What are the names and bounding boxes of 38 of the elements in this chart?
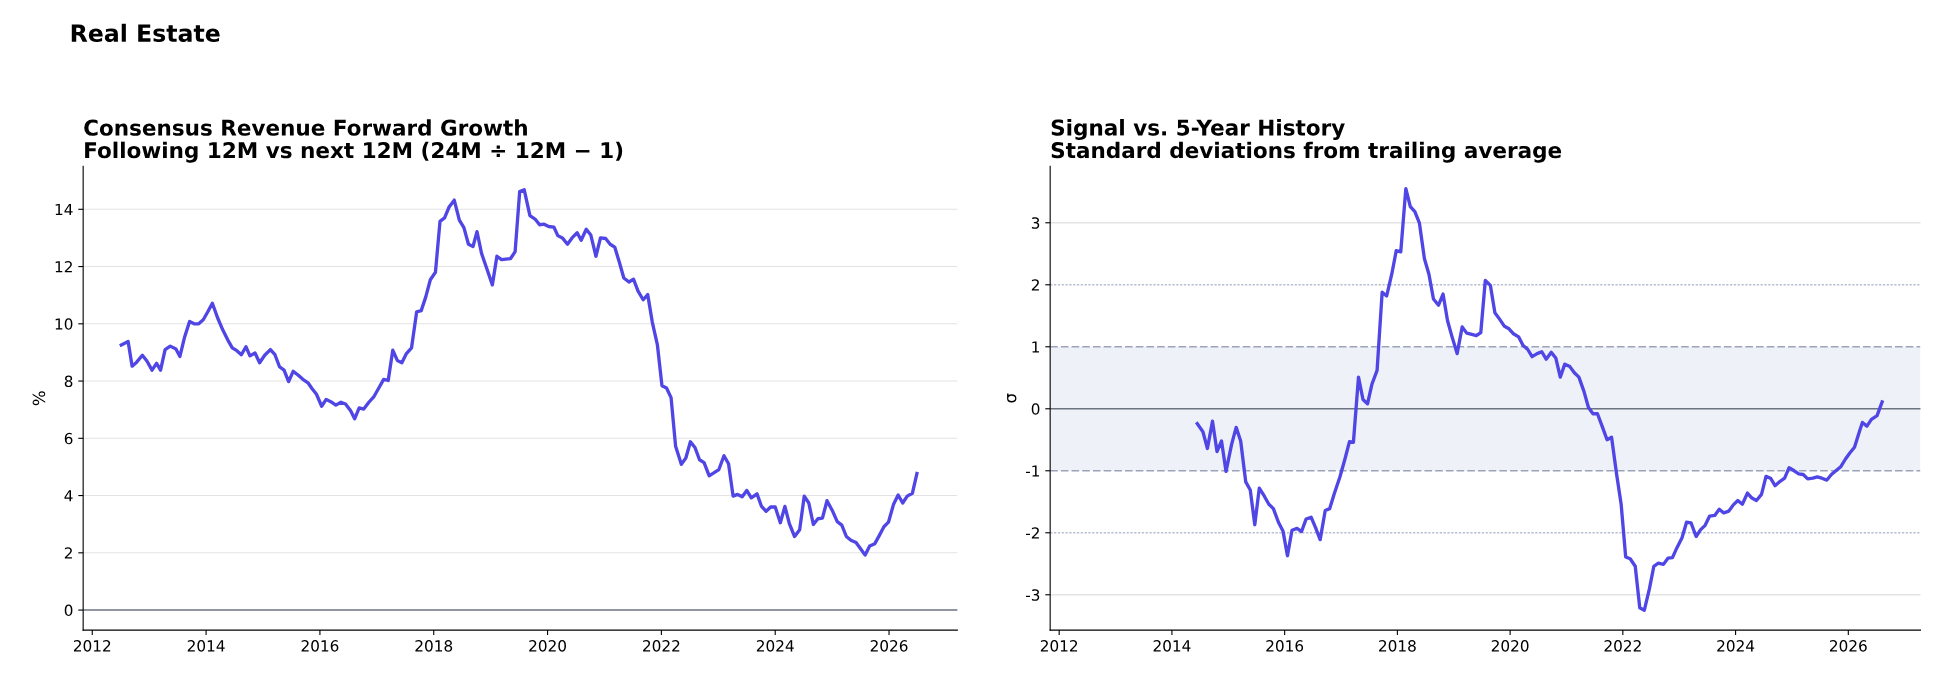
x-tick-label: 2024 bbox=[1717, 640, 1755, 652]
x-tick-label: 2026 bbox=[870, 640, 908, 652]
x-tick-label: 2026 bbox=[1829, 640, 1867, 652]
y-tick-label: 12 bbox=[55, 261, 72, 273]
x-tick-label: 2018 bbox=[415, 640, 453, 652]
chart-title: Consensus Revenue Forward Growth Following 12M vs next 12M (24M ÷ 12M − 1) bbox=[84, 119, 623, 163]
y-tick-label: 2 bbox=[1031, 279, 1039, 291]
y-tick-label: 8 bbox=[64, 375, 73, 388]
x-tick-label: 2018 bbox=[1379, 640, 1416, 652]
x-tick-label: 2020 bbox=[1491, 640, 1529, 652]
x-tick-label: 2012 bbox=[73, 640, 111, 652]
line-series bbox=[119, 188, 919, 557]
y-tick-label: 14 bbox=[55, 203, 73, 216]
x-tick-label: 2024 bbox=[756, 640, 794, 652]
y-tick-label: -2 bbox=[1025, 527, 1039, 539]
y-tick-label: 1 bbox=[1032, 341, 1040, 353]
y-tick-label: 0 bbox=[64, 604, 73, 617]
chart-title: Signal vs. 5-Year History Standard deviations from trailing average bbox=[1051, 119, 1562, 163]
y-tick-label: 0 bbox=[1031, 403, 1040, 415]
y-tick-label: 6 bbox=[64, 432, 73, 445]
x-tick-label: 2016 bbox=[301, 640, 339, 652]
y-tick-label: 4 bbox=[64, 490, 73, 502]
x-tick-label: 2012 bbox=[1040, 640, 1078, 652]
x-tick-label: 2014 bbox=[187, 640, 225, 652]
y-tick-label: -3 bbox=[1025, 589, 1040, 601]
y-tick-label: 2 bbox=[64, 547, 72, 559]
x-tick-label: 2014 bbox=[1153, 640, 1191, 652]
x-tick-label: 2016 bbox=[1266, 640, 1304, 652]
x-tick-label: 2020 bbox=[529, 640, 566, 652]
y-axis-title: % bbox=[32, 391, 46, 406]
y-tick-label: 10 bbox=[55, 318, 73, 330]
line-series bbox=[1195, 187, 1884, 612]
text: Real Estate bbox=[71, 23, 220, 43]
y-axis-title: σ bbox=[1007, 393, 1017, 403]
x-tick-label: 2022 bbox=[1604, 640, 1641, 652]
x-tick-label: 2022 bbox=[643, 640, 680, 652]
y-tick-label: -1 bbox=[1025, 465, 1040, 477]
y-tick-label: 3 bbox=[1031, 217, 1040, 229]
